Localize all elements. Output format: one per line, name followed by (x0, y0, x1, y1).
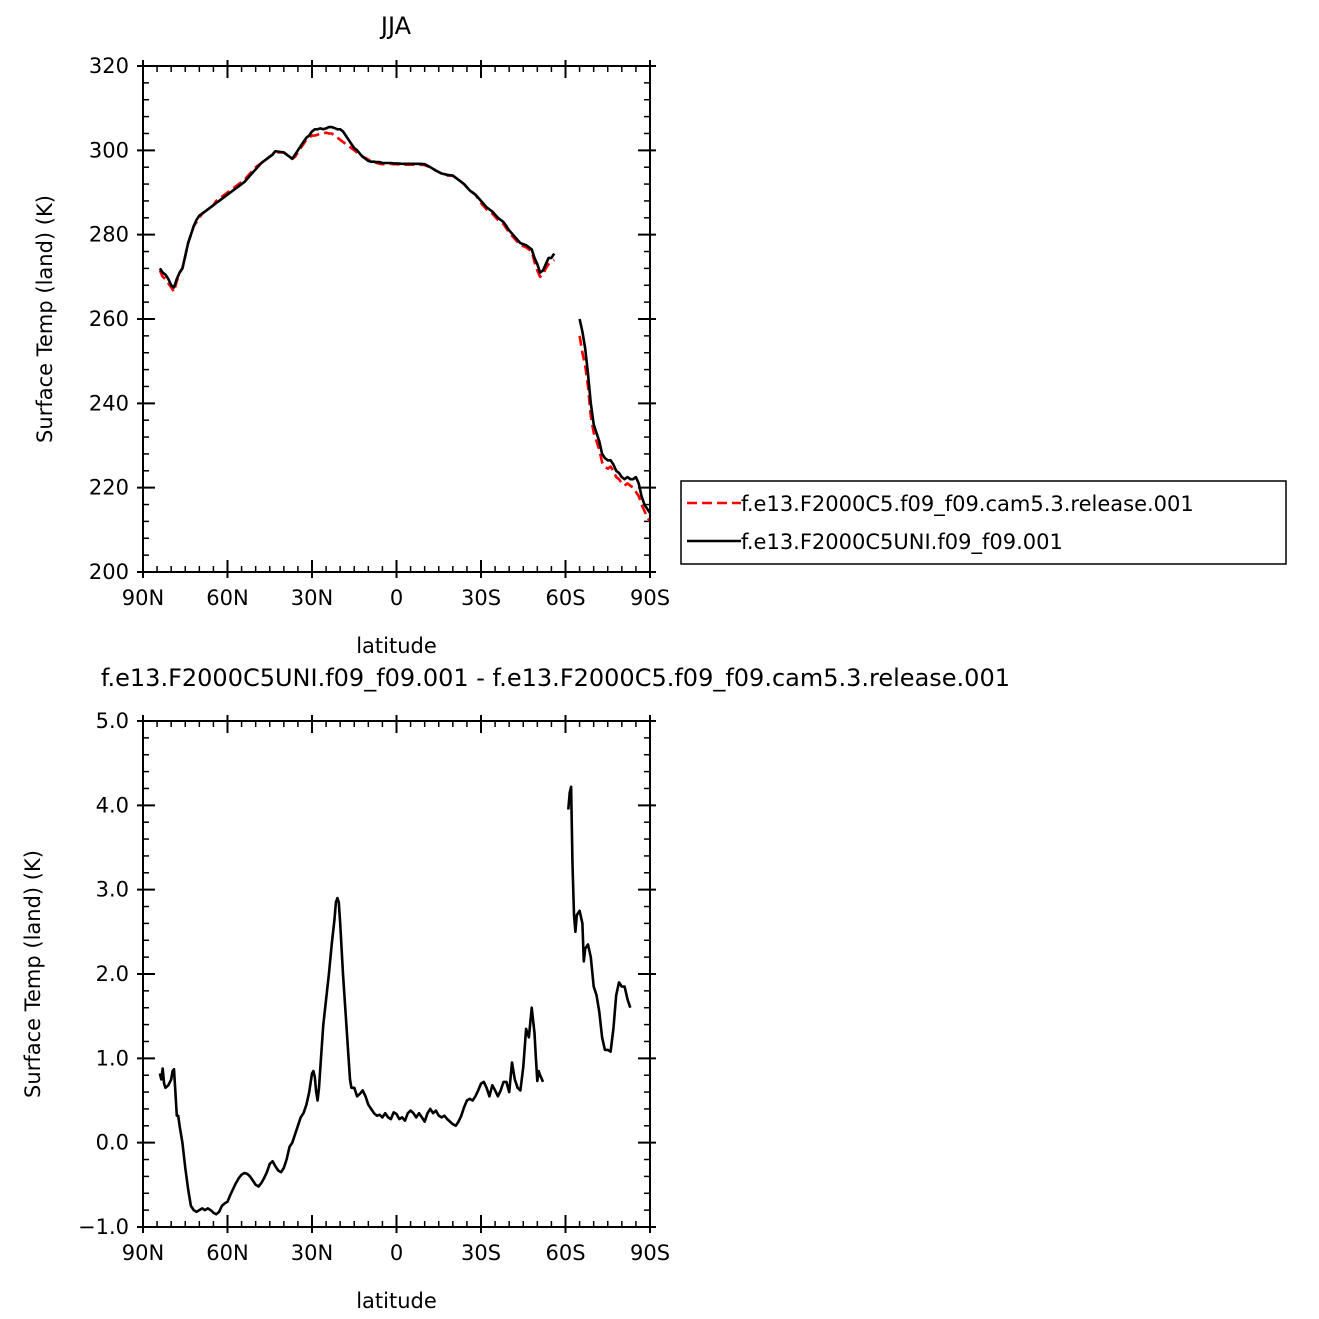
plot-frame (142, 720, 651, 1228)
series-line-segment (158, 131, 555, 293)
x-tick-label: 0 (390, 586, 403, 610)
x-tick-label: 90S (630, 1241, 670, 1265)
y-tick-label: 3.0 (96, 878, 129, 902)
x-axis-label: latitude (356, 1289, 437, 1313)
x-tick-label: 30S (461, 586, 501, 610)
x-tick-label: 30N (291, 1241, 333, 1265)
y-tick-label: 280 (89, 223, 129, 247)
chart-2: f.e13.F2000C5UNI.f09_f09.001 - f.e13.F20… (21, 664, 1010, 1313)
x-minor-ticks (142, 66, 651, 572)
y-tick-label: 260 (89, 307, 129, 331)
series-line-segment (578, 335, 652, 523)
x-tick-label: 60N (206, 1241, 248, 1265)
series-line-segment (158, 896, 545, 1216)
series-line-segment (578, 318, 652, 514)
y-tick-label: −1.0 (78, 1215, 129, 1239)
series-1 (158, 785, 632, 1216)
y-tick-label: 300 (89, 138, 129, 162)
series-line-segment (158, 125, 556, 289)
chart-title: f.e13.F2000C5UNI.f09_f09.001 - f.e13.F20… (101, 664, 1010, 692)
legend: f.e13.F2000C5.f09_f09.cam5.3.release.001… (680, 480, 1287, 565)
x-tick-label: 60N (206, 586, 248, 610)
legend-box (680, 480, 1287, 565)
y-axis-label: Surface Temp (land) (K) (33, 195, 57, 443)
y-tick-label: 200 (89, 560, 129, 584)
y-axis-label: Surface Temp (land) (K) (21, 850, 45, 1098)
plot-frame (142, 65, 651, 573)
x-tick-label: 60S (545, 586, 585, 610)
series-line-segment (567, 785, 632, 1053)
legend-entry-label: f.e13.F2000C5UNI.f09_f09.001 (741, 530, 1063, 555)
y-tick-label: 0.0 (96, 1131, 129, 1155)
y-tick-label: 4.0 (96, 793, 129, 817)
y-tick-label: 220 (89, 476, 129, 500)
chart-1: JJA 90N 60N 30N 0 30S 60S 90S 200 220 240 260 280 300… (33, 12, 1287, 658)
y-tick-label: 320 (89, 54, 129, 78)
x-minor-ticks (142, 721, 651, 1227)
x-tick-label: 60S (545, 1241, 585, 1265)
x-tick-label: 90N (122, 1241, 164, 1265)
legend-entry-label: f.e13.F2000C5.f09_f09.cam5.3.release.001 (741, 492, 1194, 517)
x-tick-label: 0 (390, 1241, 403, 1265)
series-2 (158, 125, 652, 514)
x-tick-label: 30S (461, 1241, 501, 1265)
y-tick-label: 5.0 (96, 709, 129, 733)
chart-title: JJA (379, 12, 412, 40)
x-tick-label: 30N (291, 586, 333, 610)
y-tick-label: 1.0 (96, 1046, 129, 1070)
y-minor-ticks (143, 720, 650, 1228)
x-axis-label: latitude (356, 634, 437, 658)
y-tick-label: 2.0 (96, 962, 129, 986)
y-minor-ticks (143, 65, 650, 573)
y-tick-label: 240 (89, 391, 129, 415)
x-tick-label: 90S (630, 586, 670, 610)
x-tick-label: 90N (122, 586, 164, 610)
